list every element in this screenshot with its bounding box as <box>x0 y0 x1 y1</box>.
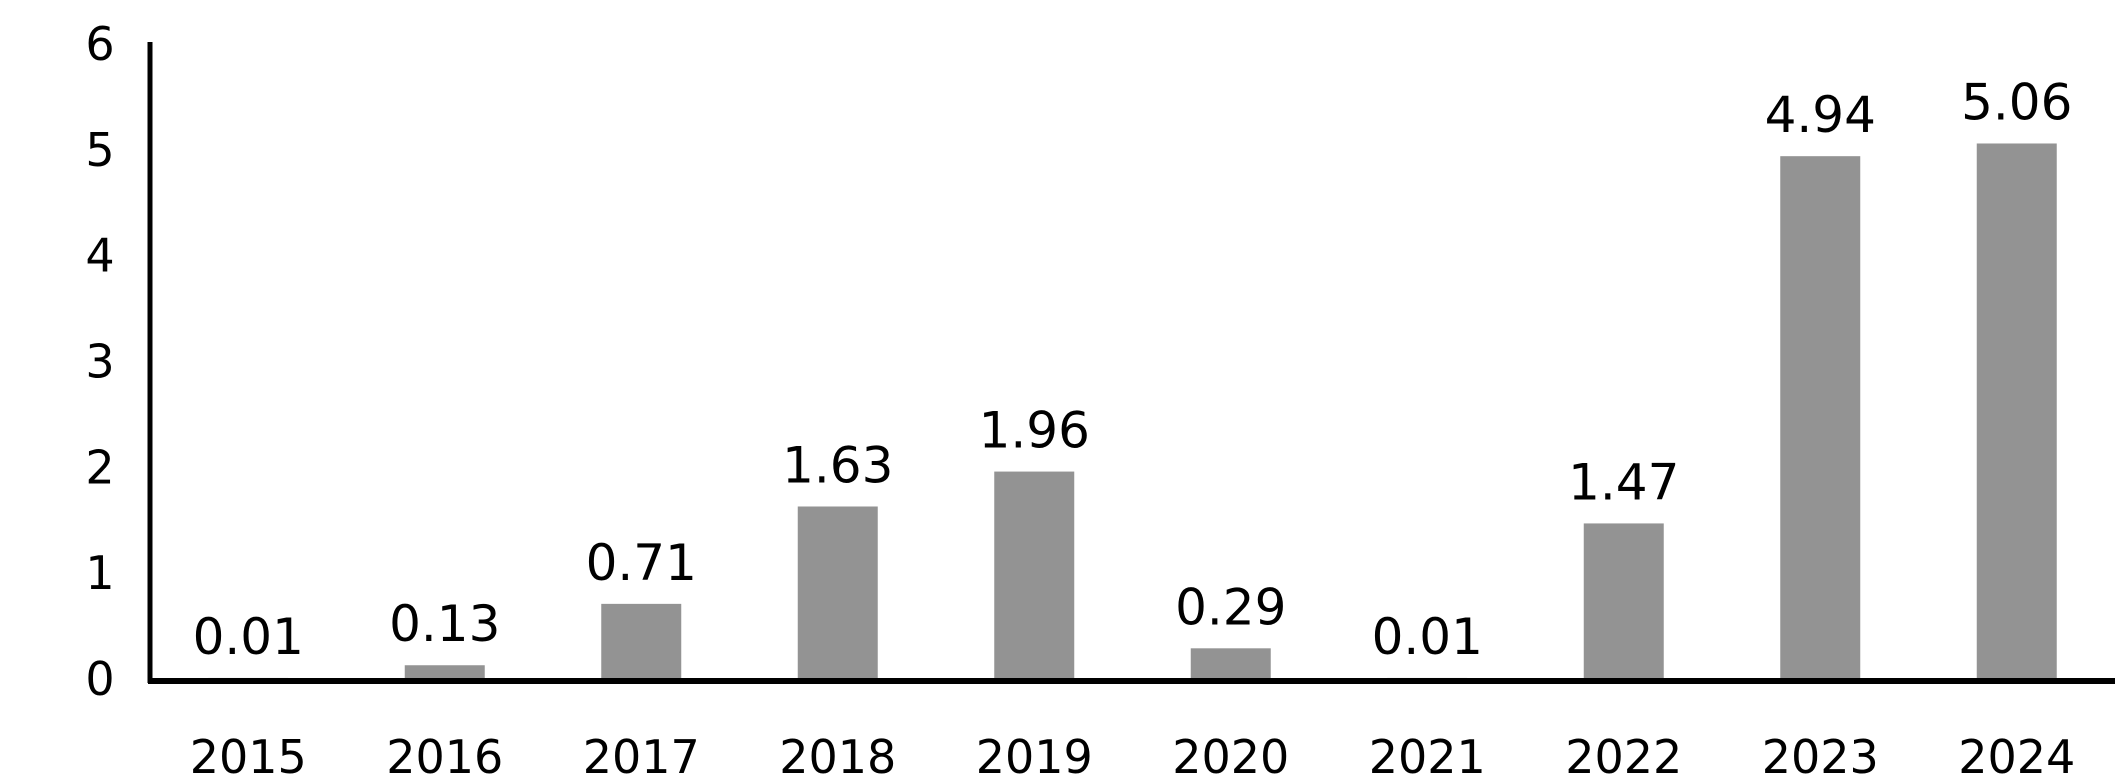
data-labels-group: 0.01 0.13 0.71 1.63 1.96 0.29 0.01 1.47 4.94 5.06 <box>193 73 2073 665</box>
data-label-2017: 0.71 <box>586 534 697 592</box>
x-tick-label-2018: 2018 <box>779 730 896 783</box>
y-tick-labels-group: 0 1 2 3 4 5 6 <box>85 17 114 706</box>
y-tick-label-4: 4 <box>85 229 114 283</box>
y-tick-label-1: 1 <box>85 546 114 600</box>
data-label-2020: 0.29 <box>1175 578 1286 636</box>
bar-2017 <box>601 603 682 679</box>
bar-2024 <box>1976 143 2057 679</box>
data-label-2016: 0.13 <box>389 595 500 653</box>
bars-group <box>208 143 2057 679</box>
bar-2023 <box>1780 156 1861 679</box>
data-label-2019: 1.96 <box>979 402 1090 460</box>
data-label-2021: 0.01 <box>1372 608 1483 666</box>
bar-2020 <box>1190 648 1271 679</box>
data-label-2018: 1.63 <box>782 436 893 494</box>
data-label-2024: 5.06 <box>1961 73 2072 131</box>
x-tick-label-2016: 2016 <box>386 730 503 783</box>
y-tick-label-6: 6 <box>85 17 114 71</box>
y-tick-label-3: 3 <box>85 335 114 389</box>
bar-2018 <box>797 506 878 679</box>
data-label-2023: 4.94 <box>1765 86 1876 144</box>
y-tick-label-2: 2 <box>85 440 114 494</box>
bar-2016 <box>404 665 485 679</box>
x-tick-label-2020: 2020 <box>1172 730 1289 783</box>
x-tick-label-2024: 2024 <box>1958 730 2075 783</box>
x-tick-label-2023: 2023 <box>1762 730 1879 783</box>
x-tick-label-2017: 2017 <box>583 730 700 783</box>
x-tick-label-2019: 2019 <box>976 730 1093 783</box>
x-tick-label-2022: 2022 <box>1565 730 1682 783</box>
x-tick-labels-group: 2015 2016 2017 2018 2019 2020 2021 2022 2023 2024 <box>190 730 2076 783</box>
bar-2019 <box>994 471 1075 679</box>
x-tick-label-2015: 2015 <box>190 730 307 783</box>
bar-2022 <box>1583 523 1664 679</box>
y-tick-label-5: 5 <box>85 123 114 177</box>
y-tick-label-0: 0 <box>85 652 114 706</box>
x-tick-label-2021: 2021 <box>1369 730 1486 783</box>
data-label-2022: 1.47 <box>1568 453 1679 511</box>
data-label-2015: 0.01 <box>193 608 304 666</box>
